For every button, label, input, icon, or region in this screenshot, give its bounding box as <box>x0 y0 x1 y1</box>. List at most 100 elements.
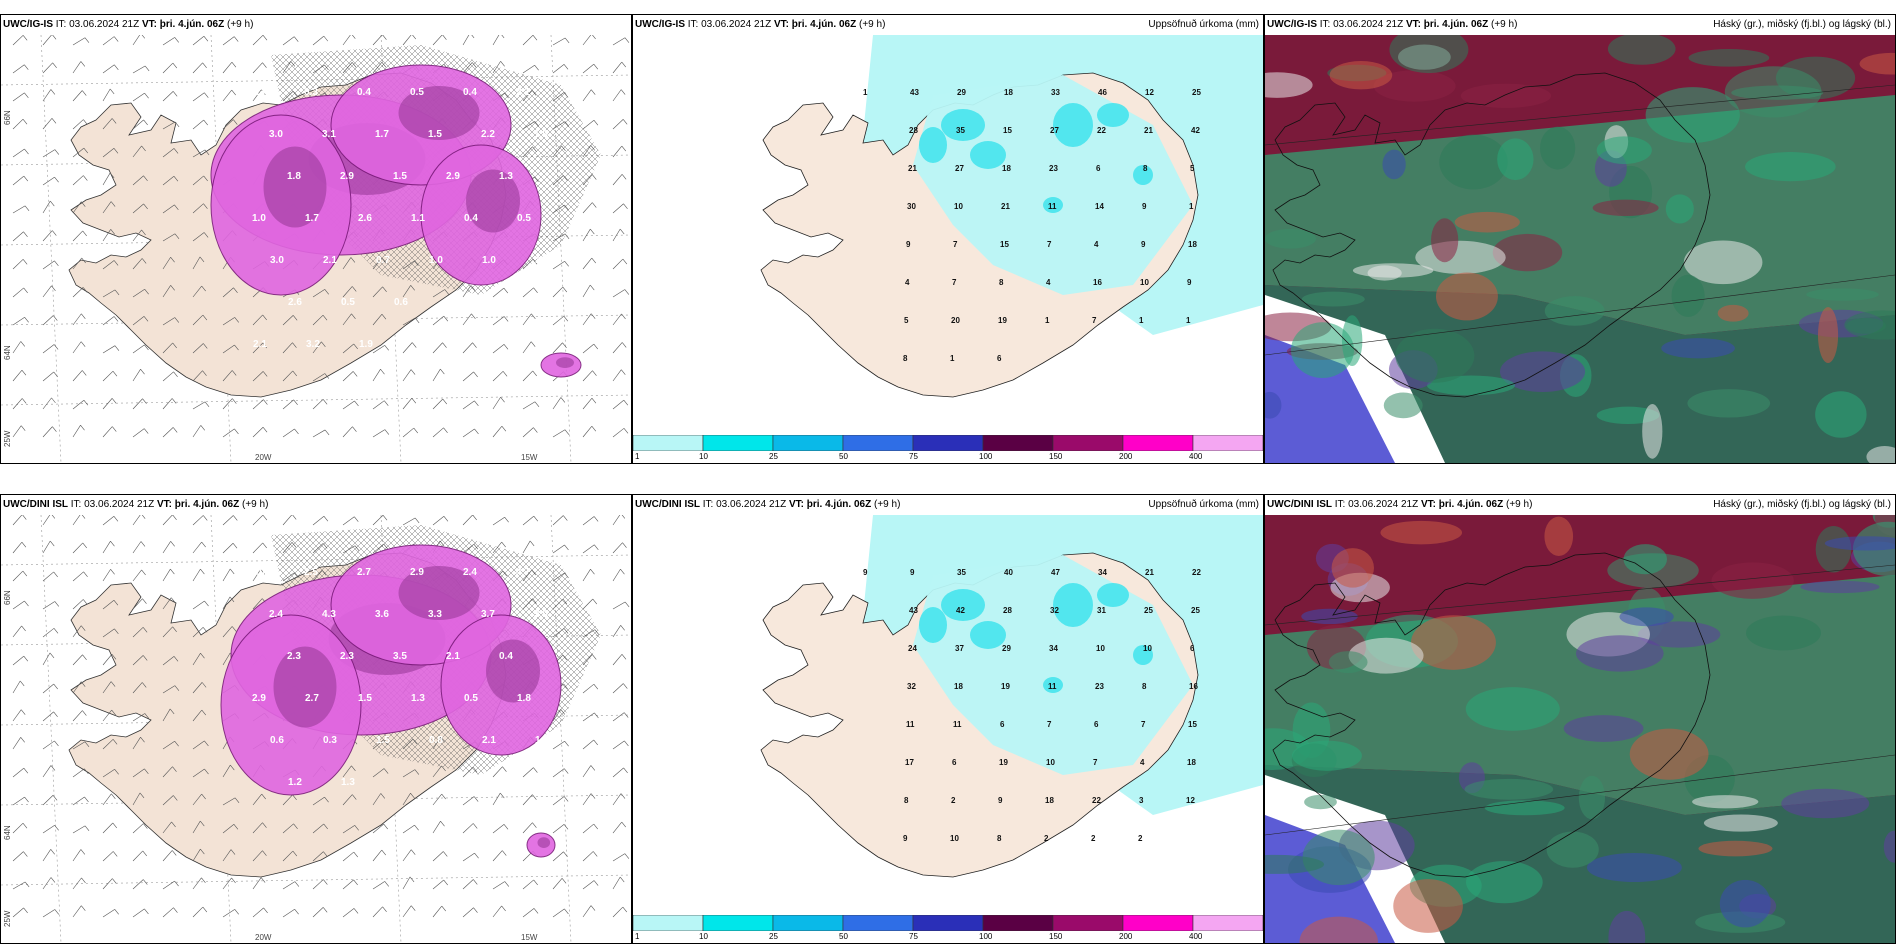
precip-value: 40 <box>1004 568 1013 577</box>
precip-value: 11 <box>906 720 915 729</box>
precip-title: Uppsöfnuð úrkoma (mm) <box>1148 19 1259 30</box>
wind-gust-label: 1.8 <box>517 693 531 704</box>
wind-gust-label: 4.3 <box>322 609 336 620</box>
wind-gust-label: 1.5 <box>428 129 442 140</box>
wind-gust-label: 2.1 <box>253 339 267 350</box>
precip-value: 5 <box>904 316 909 325</box>
precip-value: 6 <box>1094 720 1099 729</box>
wind-gust-label: 1.3 <box>341 777 355 788</box>
wind-gust-label: 1.0 <box>482 255 496 266</box>
colorbar-label: 25 <box>769 932 778 941</box>
colorbar-label: 75 <box>909 932 918 941</box>
colorbar-label: 100 <box>979 932 993 941</box>
wind-gust-label: 0.5 <box>464 693 478 704</box>
precip-value: 4 <box>1140 758 1145 767</box>
precip-value: 16 <box>1189 682 1198 691</box>
colorbar-swatch <box>1192 435 1263 451</box>
wind-gust-label: 3.0 <box>270 255 284 266</box>
precip-value: 27 <box>1050 126 1059 135</box>
precip-value: 4 <box>905 278 910 287</box>
wind-gust-label: 1.5 <box>376 735 390 746</box>
wind-gust-label: 0.6 <box>270 735 284 746</box>
colorbar-label: 400 <box>1189 932 1203 941</box>
precip-value: 8 <box>904 796 909 805</box>
lat-tick-66n: 66N <box>3 590 12 605</box>
colorbar-label: 400 <box>1189 452 1203 461</box>
wind-gust-label: 2.9 <box>410 567 424 578</box>
precip-value: 43 <box>909 606 918 615</box>
precip-value: 23 <box>1095 682 1104 691</box>
colorbar-swatch <box>842 435 914 451</box>
precip-value: 11 <box>1048 202 1057 211</box>
colorbar-swatch <box>912 435 984 451</box>
wind-gust-label: 0.8 <box>429 735 443 746</box>
wind-gust-label: 1.5 <box>393 171 407 182</box>
precip-value: 9 <box>1187 278 1192 287</box>
colorbar-label: 75 <box>909 452 918 461</box>
precip-value: 7 <box>1047 720 1052 729</box>
precip-value: 8 <box>1142 682 1147 691</box>
precip-colorbar <box>633 435 1263 451</box>
colorbar-label: 150 <box>1049 452 1063 461</box>
wind-gust-label: 1.2 <box>535 255 549 266</box>
wind-gust-label: 1.3 <box>499 171 513 182</box>
wind-gust-label: 2.9 <box>252 693 266 704</box>
precip-value: 1 <box>1189 202 1194 211</box>
wind-gust-label: 1.3 <box>411 693 425 704</box>
colorbar-label: 50 <box>839 932 848 941</box>
precip-value: 6 <box>1190 644 1195 653</box>
lat-tick-64n: 64N <box>3 345 12 360</box>
wind-gust-label: 3.0 <box>534 609 548 620</box>
wind-gust-label: 4.7 <box>516 567 530 578</box>
wind-gust-label: 1.7 <box>305 213 319 224</box>
panel-precip-row1: UWC/IG-IS IT: 03.06.2024 21Z VT: þri. 4.… <box>632 14 1264 464</box>
wind-gust-label: 2.1 <box>516 87 530 98</box>
wind-gust-label: 1.8 <box>287 171 301 182</box>
wind-gust-label: 0.4 <box>463 87 477 98</box>
wind-map: 4.0 2.5 2.7 2.9 2.4 4.7 2.4 4.3 3.6 3.3 3.7 3.0 2.3 2… <box>1 515 631 943</box>
precip-value: 25 <box>1192 88 1201 97</box>
wind-gust-label: 0.4 <box>464 213 478 224</box>
precip-value: 1 <box>950 354 955 363</box>
colorbar-swatch <box>702 435 774 451</box>
precip-value: 29 <box>1002 644 1011 653</box>
wind-gust-label: 0.4 <box>357 87 371 98</box>
precip-value: 2 <box>1044 834 1049 843</box>
wind-gust-label: 0.3 <box>304 87 318 98</box>
colorbar-label: 200 <box>1119 932 1133 941</box>
precip-value: 46 <box>1098 88 1107 97</box>
precip-value: 15 <box>1188 720 1197 729</box>
wind-gust-label: 1.4 <box>535 735 549 746</box>
precip-value: 10 <box>954 202 963 211</box>
precip-value: 18 <box>954 682 963 691</box>
colorbar-label: 50 <box>839 452 848 461</box>
precip-value: 1 <box>863 88 868 97</box>
precip-colorbar <box>633 915 1263 931</box>
cloud-map <box>1265 515 1895 943</box>
panel-wind-row2: UWC/DINI ISL IT: 03.06.2024 21Z VT: þri.… <box>0 494 632 944</box>
wind-gust-label: 0.7 <box>376 255 390 266</box>
precip-value: 12 <box>1186 796 1195 805</box>
wind-gust-label: 1.0 <box>429 255 443 266</box>
colorbar-swatch <box>772 435 844 451</box>
precip-value: 9 <box>906 240 911 249</box>
wind-gust-label: 1.9 <box>534 129 548 140</box>
wind-gust-label: 1.8 <box>447 297 461 308</box>
precip-value: 42 <box>1191 126 1200 135</box>
precip-value: 24 <box>908 644 917 653</box>
panel-title: UWC/IG-IS IT: 03.06.2024 21Z VT: þri. 4.… <box>3 19 254 30</box>
panel-title: UWC/DINI ISL IT: 03.06.2024 21Z VT: þri.… <box>635 499 901 510</box>
colorbar-swatch <box>982 435 1054 451</box>
wind-gust-label: 0.4 <box>499 651 513 662</box>
colorbar-swatch <box>772 915 844 931</box>
precip-value: 20 <box>951 316 960 325</box>
precip-value: 43 <box>910 88 919 97</box>
colorbar-label: 10 <box>699 932 708 941</box>
precip-value: 34 <box>1049 644 1058 653</box>
precip-value: 6 <box>997 354 1002 363</box>
precip-value: 35 <box>957 568 966 577</box>
wind-gust-label: 2.1 <box>446 651 460 662</box>
colorbar-labels: 1 10 25 50 75 100 150 200 400 <box>633 932 1263 943</box>
precip-value: 21 <box>1145 568 1154 577</box>
precip-value: 10 <box>950 834 959 843</box>
